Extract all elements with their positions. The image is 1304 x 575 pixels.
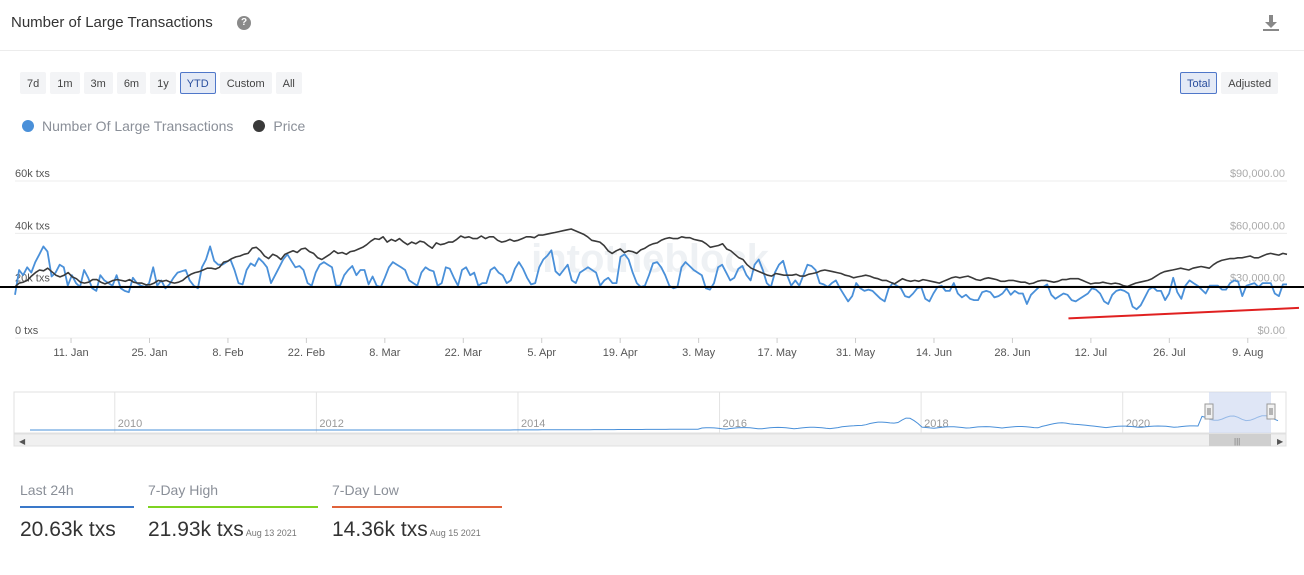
navigator-selection[interactable] (1209, 392, 1271, 433)
stat-7-day-low: 7-Day Low 14.36k txs Aug 15 2021 (332, 482, 502, 542)
question-circle-icon[interactable]: ? (237, 16, 251, 30)
x-axis: 11. Jan 25. Jan 8. Feb 22. Feb 8. Mar 22. Mar… (53, 338, 1263, 359)
gridlines (15, 180, 1287, 339)
navigator-year-label: 2012 (319, 418, 343, 430)
stat-last-24h: Last 24h 20.63k txs (20, 482, 134, 542)
range-1m-button[interactable]: 1m (50, 72, 80, 94)
range-6m-button[interactable]: 6m (116, 72, 147, 94)
legend-item[interactable]: Number Of Large Transactions (22, 118, 233, 134)
y-axis-right: $0.00 $30,000.00 $60,000.00 $90,000.00 (1230, 168, 1285, 337)
x-tick-label: 3. May (682, 347, 716, 359)
scroll-grip-icon: ||| (1234, 437, 1240, 446)
legend-item[interactable]: Price (253, 118, 305, 134)
x-tick-label: 26. Jul (1153, 347, 1185, 359)
stat-label: 7-Day Low (332, 482, 399, 498)
mode-total-button[interactable]: Total (1180, 72, 1218, 94)
stat-7-day-high: 7-Day High 21.93k txs Aug 13 2021 (148, 482, 318, 542)
chart-header: Number of Large Transactions ? (0, 0, 1304, 51)
x-tick-label: 11. Jan (53, 347, 88, 359)
x-tick-label: 9. Aug (1232, 347, 1263, 359)
series-layer (14, 228, 1288, 311)
navigator-scrollbar[interactable] (13, 433, 1287, 447)
stat-date: Aug 15 2021 (429, 528, 481, 538)
stat-label: 7-Day High (148, 482, 219, 498)
legend-label: Price (273, 118, 306, 134)
stat-label: Last 24h (20, 482, 74, 498)
legend-dot-icon (253, 120, 266, 132)
mode-adjusted-button[interactable]: Adjusted (1221, 72, 1279, 94)
annotation-layer (0, 285, 1304, 320)
x-tick-label: 17. May (758, 347, 798, 359)
x-tick-label: 22. Feb (288, 347, 325, 359)
stat-value: 20.63k txs (20, 518, 116, 541)
x-tick-label: 5. Apr (527, 347, 556, 359)
scroll-left-icon[interactable]: ◀ (19, 437, 26, 446)
navigator-handle-left[interactable] (1204, 403, 1214, 420)
navigator-year-label: 2016 (723, 418, 747, 430)
stat-value: 14.36k txs (332, 518, 428, 541)
range-selector: 7d 1m 3m 6m 1y YTD Custom All (20, 72, 302, 94)
navigator[interactable]: 2010 2012 2014 2016 2018 2020 ◀ ▶ ||| (0, 390, 1304, 448)
stat-underline (148, 506, 318, 508)
navigator-years: 2010 2012 2014 2016 2018 2020 (114, 392, 1150, 433)
x-tick-label: 22. Mar (445, 347, 483, 359)
download-icon[interactable] (1262, 14, 1280, 32)
x-tick-label: 28. Jun (994, 347, 1030, 359)
y-right-tick-label: $0.00 (1257, 325, 1285, 337)
navigator-handle-right[interactable] (1266, 403, 1276, 420)
range-7d-button[interactable]: 7d (20, 72, 47, 94)
legend-label: Number Of Large Transactions (42, 118, 234, 134)
legend-dot-icon (22, 120, 34, 132)
scroll-right-icon[interactable]: ▶ (1277, 437, 1284, 446)
price-line (14, 228, 1288, 288)
stat-date: Aug 13 2021 (245, 528, 297, 538)
range-custom-button[interactable]: Custom (219, 72, 272, 94)
x-tick-label: 25. Jan (131, 347, 167, 359)
y-left-tick-label: 0 txs (15, 325, 39, 337)
x-tick-label: 8. Feb (212, 347, 243, 359)
range-all-button[interactable]: All (275, 72, 302, 94)
y-right-tick-label: $90,000.00 (1230, 168, 1285, 180)
navigator-series (30, 415, 1279, 431)
range-1y-button[interactable]: 1y (150, 72, 176, 94)
trend-line (1068, 306, 1300, 320)
range-ytd-button[interactable]: YTD (179, 72, 216, 94)
watermark: intotheblock (531, 237, 770, 281)
x-tick-label: 31. May (836, 347, 876, 359)
navigator-year-label: 2014 (521, 418, 545, 430)
x-tick-label: 8. Mar (369, 347, 401, 359)
navigator-scrollbar-thumb[interactable] (1209, 434, 1271, 446)
stats-summary: Last 24h 20.63k txs 7-Day High 21.93k txs Au… (20, 482, 516, 542)
navigator-year-label: 2010 (118, 418, 142, 430)
mode-selector: Total Adjusted (1180, 72, 1279, 94)
x-tick-label: 12. Jul (1075, 347, 1107, 359)
chart-legend: Number Of Large Transactions Price (22, 118, 305, 134)
x-tick-label: 19. Apr (603, 347, 638, 359)
navigator-year-label: 2020 (1126, 418, 1150, 430)
y-right-tick-label: $30,000.00 (1230, 273, 1285, 285)
stat-underline (332, 506, 502, 508)
y-right-tick-label: $60,000.00 (1230, 220, 1285, 232)
y-left-tick-label: 60k txs (15, 168, 50, 180)
stat-underline (20, 506, 134, 508)
y-left-tick-label: 40k txs (15, 220, 50, 232)
range-3m-button[interactable]: 3m (83, 72, 113, 94)
x-tick-label: 14. Jun (916, 347, 952, 359)
chart-title: Number of Large Transactions (11, 14, 213, 31)
stat-value: 21.93k txs (148, 518, 244, 541)
